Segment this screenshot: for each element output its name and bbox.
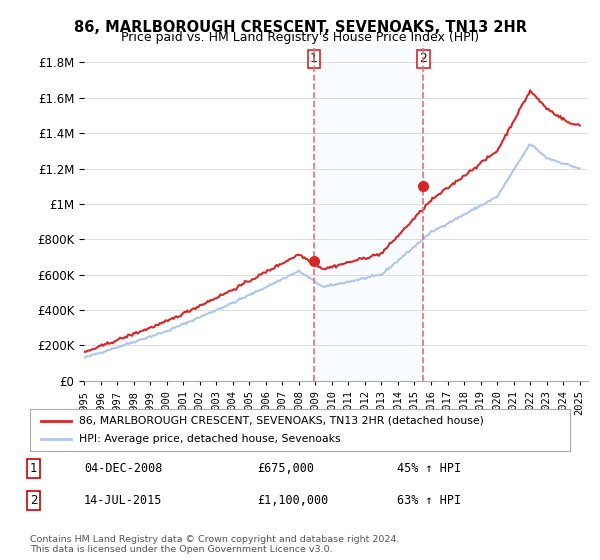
Bar xyxy=(314,45,424,381)
Text: 86, MARLBOROUGH CRESCENT, SEVENOAKS, TN13 2HR: 86, MARLBOROUGH CRESCENT, SEVENOAKS, TN1… xyxy=(74,20,527,35)
Text: 63% ↑ HPI: 63% ↑ HPI xyxy=(397,493,461,507)
Text: 45% ↑ HPI: 45% ↑ HPI xyxy=(397,462,461,475)
Text: £1,100,000: £1,100,000 xyxy=(257,493,328,507)
Text: HPI: Average price, detached house, Sevenoaks: HPI: Average price, detached house, Seve… xyxy=(79,434,340,444)
Text: 1: 1 xyxy=(310,53,318,66)
Text: 86, MARLBOROUGH CRESCENT, SEVENOAKS, TN13 2HR (detached house): 86, MARLBOROUGH CRESCENT, SEVENOAKS, TN1… xyxy=(79,416,484,426)
Text: 14-JUL-2015: 14-JUL-2015 xyxy=(84,493,163,507)
Text: Price paid vs. HM Land Registry's House Price Index (HPI): Price paid vs. HM Land Registry's House … xyxy=(121,31,479,44)
Text: 2: 2 xyxy=(30,493,37,507)
Text: £675,000: £675,000 xyxy=(257,462,314,475)
Text: 1: 1 xyxy=(30,462,37,475)
Text: 04-DEC-2008: 04-DEC-2008 xyxy=(84,462,163,475)
Text: 2: 2 xyxy=(419,53,427,66)
Text: Contains HM Land Registry data © Crown copyright and database right 2024.
This d: Contains HM Land Registry data © Crown c… xyxy=(30,535,400,554)
